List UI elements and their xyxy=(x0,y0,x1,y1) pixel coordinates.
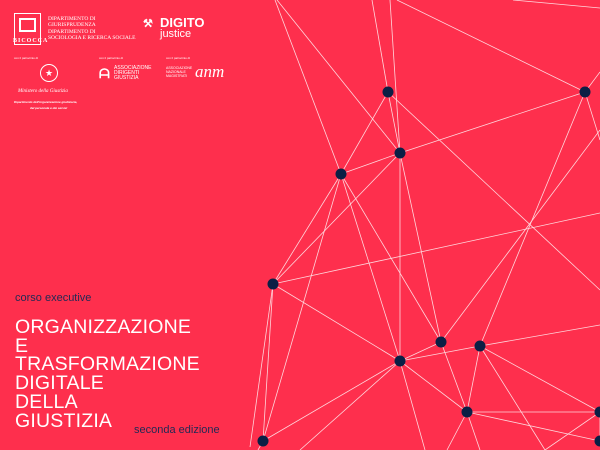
network-edge xyxy=(466,411,481,450)
department-line: Dipartimento di xyxy=(48,29,96,35)
network-node xyxy=(474,340,486,352)
network-edge xyxy=(340,152,401,175)
network-edge xyxy=(262,360,401,442)
patronage-label: con il patrocinio di xyxy=(14,56,39,60)
ministry-subtitle: Dipartimento dell'organizzazione giudizi… xyxy=(14,100,78,104)
digito-logo-line1: DIGITO xyxy=(160,15,205,30)
title-line: DELLA xyxy=(15,390,78,413)
network-edge xyxy=(340,173,401,362)
department-line: Dipartimento di xyxy=(48,16,96,22)
network-edge xyxy=(466,345,481,413)
anm-name-line: Nazionale xyxy=(166,70,186,74)
course-type: corso executive xyxy=(15,292,92,304)
network-edge xyxy=(584,91,600,141)
network-edge xyxy=(399,360,468,413)
network-edge xyxy=(479,345,600,413)
anm-name: Associazione Nazionale Magistrati xyxy=(166,66,192,78)
network-edge xyxy=(479,345,546,450)
adg-name-line: Dirigenti xyxy=(114,70,140,76)
network-edge xyxy=(440,129,600,343)
network-edge xyxy=(299,360,401,450)
network-edge xyxy=(479,324,600,347)
network-node xyxy=(579,86,591,98)
network-edge xyxy=(396,0,586,93)
department-line: Sociologia e Ricerca Sociale xyxy=(48,35,136,41)
network-edge xyxy=(249,283,274,448)
university-logo xyxy=(14,13,41,45)
network-node xyxy=(267,278,279,290)
network-node xyxy=(394,355,406,367)
title-line: ORGANIZZAZIONE xyxy=(15,316,192,338)
network-edge xyxy=(340,91,389,175)
adg-logo-icon: ᗩ xyxy=(99,66,110,81)
edition-label: seconda edizione xyxy=(134,424,220,436)
network-node xyxy=(435,336,447,348)
network-edge xyxy=(399,341,442,362)
republic-emblem-icon: ★ xyxy=(40,64,58,82)
network-edge xyxy=(544,411,600,450)
title-line: E xyxy=(15,334,29,357)
anm-name-line: Associazione xyxy=(166,66,193,70)
ministry-name: Ministero della Giustizia xyxy=(18,89,68,94)
network-edge xyxy=(272,173,342,285)
network-edge xyxy=(399,91,586,154)
adg-name-line: Giustizia xyxy=(114,75,139,81)
network-edge xyxy=(272,152,401,285)
network-edge xyxy=(399,345,481,362)
network-edge xyxy=(479,91,586,347)
title-line: TRASFORMAZIONE xyxy=(15,353,200,376)
network-edge xyxy=(262,173,342,442)
network-edge xyxy=(274,0,342,175)
network-edge xyxy=(399,152,442,343)
university-name: Bicocca xyxy=(13,38,49,44)
anm-name-line: Magistrati xyxy=(166,74,188,78)
network-edge xyxy=(440,341,468,413)
network-edge xyxy=(512,0,600,9)
network-edge xyxy=(466,411,600,442)
network-edge xyxy=(399,360,426,450)
department-line: Giurisprudenza xyxy=(48,22,96,28)
network-edge xyxy=(389,0,401,154)
network-node xyxy=(257,435,269,447)
anm-logo: anm xyxy=(195,62,225,81)
adg-name: Associazione Dirigenti Giustizia xyxy=(114,66,152,81)
network-edge xyxy=(272,283,401,362)
patronage-label: con il patrocinio di xyxy=(166,56,191,60)
title-line: GIUSTIZIA xyxy=(15,409,113,432)
network-edge xyxy=(371,0,389,93)
course-title: ORGANIZZAZIONE E TRASFORMAZIONE DIGITALE… xyxy=(15,316,200,432)
network-node xyxy=(594,435,600,447)
network-edge xyxy=(272,212,600,285)
network-node xyxy=(335,168,347,180)
network-node xyxy=(382,86,394,98)
title-line: DIGITALE xyxy=(15,372,105,395)
patronage-label: con il patrocinio di xyxy=(99,56,124,60)
network-edge xyxy=(276,0,401,154)
adg-name-line: Associazione xyxy=(114,65,152,71)
network-edge xyxy=(387,91,401,154)
network-node xyxy=(594,406,600,418)
digito-logo-line2: justice xyxy=(160,28,192,40)
network-node xyxy=(394,147,406,159)
digito-gavel-icon: ⚒ xyxy=(143,18,153,30)
network-node xyxy=(461,406,473,418)
ministry-subtitle: del personale e dei servizi xyxy=(30,106,68,110)
network-edge xyxy=(262,283,274,442)
network-edge xyxy=(387,91,600,291)
network-edge xyxy=(446,411,468,450)
